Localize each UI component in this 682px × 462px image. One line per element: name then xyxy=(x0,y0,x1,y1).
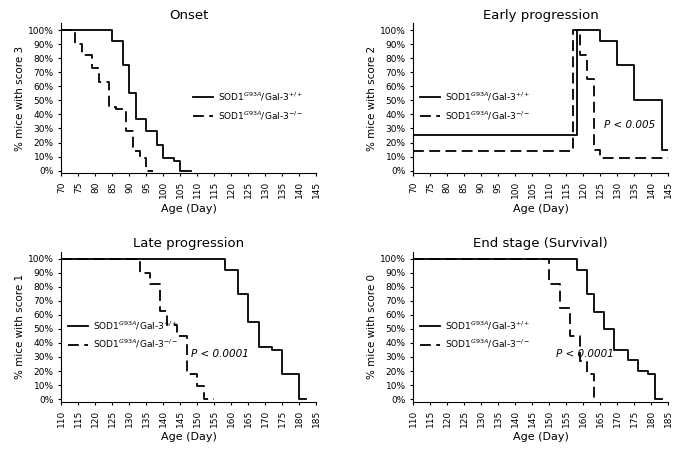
Title: Late progression: Late progression xyxy=(134,237,244,250)
Y-axis label: % mice with score 3: % mice with score 3 xyxy=(15,46,25,151)
X-axis label: Age (Day): Age (Day) xyxy=(513,432,569,443)
Text: P < 0.0001: P < 0.0001 xyxy=(190,349,248,359)
Title: Early progression: Early progression xyxy=(483,9,599,22)
X-axis label: Age (Day): Age (Day) xyxy=(513,204,569,214)
X-axis label: Age (Day): Age (Day) xyxy=(161,432,217,443)
Text: P < 0.005: P < 0.005 xyxy=(604,121,655,130)
X-axis label: Age (Day): Age (Day) xyxy=(161,204,217,214)
Legend: SOD1$^{G93A}$/Gal-3$^{+/+}$, SOD1$^{G93A}$/Gal-3$^{-/-}$: SOD1$^{G93A}$/Gal-3$^{+/+}$, SOD1$^{G93A… xyxy=(194,91,303,122)
Y-axis label: % mice with score 1: % mice with score 1 xyxy=(15,274,25,379)
Text: P < 0.0001: P < 0.0001 xyxy=(556,349,614,359)
Y-axis label: % mice with score 2: % mice with score 2 xyxy=(367,46,377,151)
Legend: SOD1$^{G93A}$/Gal-3$^{+/+}$, SOD1$^{G93A}$/Gal-3$^{-/-}$: SOD1$^{G93A}$/Gal-3$^{+/+}$, SOD1$^{G93A… xyxy=(420,91,530,122)
Legend: SOD1$^{G93A}$/Gal-3$^{+/+}$, SOD1$^{G93A}$/Gal-3$^{-/-}$: SOD1$^{G93A}$/Gal-3$^{+/+}$, SOD1$^{G93A… xyxy=(420,319,530,350)
Legend: SOD1$^{G93A}$/Gal-3$^{+/+}$, SOD1$^{G93A}$/Gal-3$^{-/-}$: SOD1$^{G93A}$/Gal-3$^{+/+}$, SOD1$^{G93A… xyxy=(68,319,178,350)
Title: End stage (Survival): End stage (Survival) xyxy=(473,237,608,250)
Y-axis label: % mice with score 0: % mice with score 0 xyxy=(367,274,377,379)
Title: Onset: Onset xyxy=(169,9,209,22)
